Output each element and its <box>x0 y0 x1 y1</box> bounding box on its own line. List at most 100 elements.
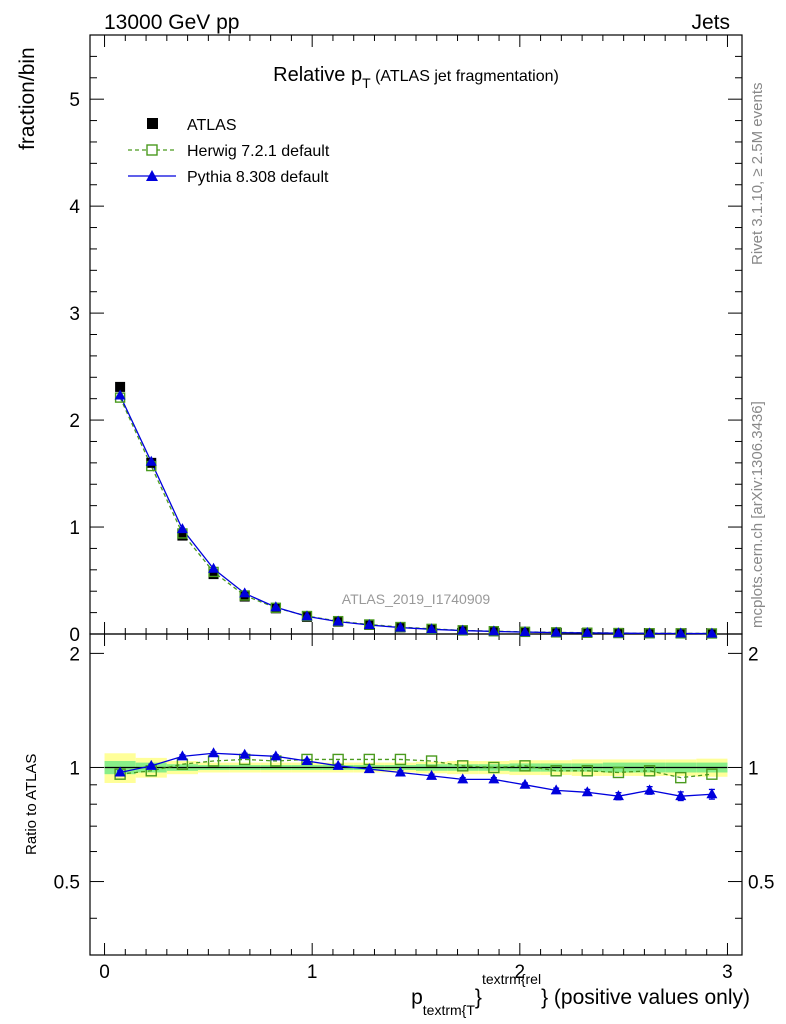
pythia-point <box>519 626 531 637</box>
herwig-ratio-point <box>519 760 531 772</box>
x-tick-label: 0 <box>99 962 110 983</box>
pythia-point <box>270 601 282 612</box>
x-tick-label: 2 <box>515 962 526 983</box>
pythia-point <box>488 625 500 636</box>
x-tick-label: 1 <box>307 962 318 983</box>
herwig-ratio-point <box>581 765 594 777</box>
pythia-point <box>612 627 624 638</box>
herwig-ratio-point <box>394 753 407 766</box>
x-tick-label: 3 <box>722 962 733 983</box>
legend-atlas-label: ATLAS <box>187 117 237 134</box>
pythia-ratio-point <box>644 784 656 795</box>
ratio-y-tick-label-right: 2 <box>748 644 759 665</box>
y-tick-label: 2 <box>69 411 80 432</box>
chart-title-rest: (ATLAS jet fragmentation) <box>371 68 559 85</box>
herwig-ratio-point <box>176 758 189 770</box>
chart-title: Relative pT (ATLAS jet fragmentation) <box>273 64 559 91</box>
y-axis-label: fraction/bin <box>16 47 39 150</box>
pythia-point <box>114 389 126 400</box>
herwig-ratio-point <box>425 755 438 767</box>
herwig-ratio-point <box>488 761 500 774</box>
pythia-point <box>457 624 469 635</box>
header-right: Jets <box>691 11 730 34</box>
x-axis-label-subscript: textrm{T <box>423 1002 476 1018</box>
pythia-ratio-line <box>119 752 712 797</box>
legend-pythia-label: Pythia 8.308 default <box>187 169 329 186</box>
pythia-point <box>394 621 406 632</box>
pythia-point <box>644 627 656 638</box>
pythia-ratio-point <box>675 790 687 801</box>
pythia-ratio-point <box>145 759 157 770</box>
herwig-ratio-point <box>706 768 718 780</box>
y-tick-label: 4 <box>69 197 80 218</box>
herwig-ratio-point <box>643 765 656 777</box>
pythia-ratio-point <box>706 788 718 799</box>
legend: ATLAS Herwig 7.2.1 default Pythia 8.308 … <box>128 117 330 186</box>
header-left: 13000 GeV pp <box>104 11 239 34</box>
pythia-point <box>176 523 188 534</box>
pythia-ratio-point <box>332 759 344 770</box>
ratio-y-tick-label-left: 1 <box>69 758 80 779</box>
herwig-ratio-point <box>207 755 220 767</box>
x-axis-label-rest: } (positive values only) <box>541 986 750 1009</box>
pythia-ratio-point <box>519 778 531 789</box>
pythia-ratio-point <box>394 766 406 777</box>
herwig-ratio-point <box>675 771 687 784</box>
pythia-ratio-point <box>270 750 282 761</box>
y-tick-label: 3 <box>69 304 80 325</box>
y-tick-label: 0 <box>69 625 80 646</box>
pythia-ratio-point <box>208 747 220 758</box>
legend-pythia-marker <box>146 170 158 181</box>
pythia-ratio-point <box>488 773 500 784</box>
chart-title-subscript: T <box>362 75 371 91</box>
atlas-point <box>208 569 219 580</box>
pythia-ratio-point <box>301 755 313 766</box>
pythia-ratio-point <box>363 763 375 774</box>
herwig-ratio-point <box>363 753 375 766</box>
x-axis-label-brace: } <box>475 986 482 1009</box>
pythia-ratio-point <box>239 748 251 759</box>
ratio-y-tick-label-left: 0.5 <box>54 873 80 894</box>
pythia-ratio-point <box>457 773 469 784</box>
ratio-y-tick-label-left: 2 <box>69 644 80 665</box>
atlas-point <box>177 530 188 541</box>
herwig-ratio-point <box>550 765 562 777</box>
ratio-y-axis-label: Ratio to ATLAS <box>23 754 40 855</box>
ratio-y-tick-label-right: 0.5 <box>748 873 774 894</box>
pythia-ratio-point <box>114 766 126 777</box>
pythia-point <box>550 626 562 637</box>
y-tick-label: 1 <box>69 518 80 539</box>
pythia-ratio-point <box>176 750 188 761</box>
pythia-ratio-point <box>550 784 562 795</box>
side-mcplots-label: mcplots.cern.ch [arXiv:1306.3436] <box>749 401 766 628</box>
pythia-ratio-point <box>612 790 624 801</box>
ratio-y-tick-label-right: 1 <box>748 758 759 779</box>
pythia-point <box>301 610 313 621</box>
legend-herwig-marker <box>146 144 158 156</box>
pythia-point <box>145 455 157 466</box>
legend-herwig-label: Herwig 7.2.1 default <box>187 143 330 160</box>
herwig-ratio-point <box>612 766 625 779</box>
side-rivet-label: Rivet 3.1.10, ≥ 2.5M events <box>749 83 766 266</box>
pythia-point <box>239 587 251 598</box>
pythia-ratio-point <box>581 786 593 797</box>
ratio-panel-frame <box>89 633 743 956</box>
pythia-point <box>706 627 718 638</box>
analysis-watermark: ATLAS_2019_I1740909 <box>342 591 491 607</box>
pythia-ratio-point <box>426 769 438 780</box>
x-axis-label-p: p <box>411 986 423 1009</box>
pythia-point <box>363 619 375 630</box>
pythia-point <box>208 562 220 573</box>
atlas-point <box>115 381 126 392</box>
legend-atlas-marker <box>147 118 158 129</box>
pythia-point <box>675 627 687 638</box>
x-axis-label: ptextrm{T}textrm{rel} (positive values o… <box>411 971 750 1018</box>
pythia-point <box>426 623 438 634</box>
x-axis-label-superscript: textrm{rel <box>482 971 541 987</box>
y-tick-label: 5 <box>69 90 80 111</box>
chart-title-main: Relative p <box>273 64 362 86</box>
herwig-ratio-point <box>457 760 469 772</box>
pythia-point <box>581 626 593 637</box>
pythia-point <box>332 615 344 626</box>
